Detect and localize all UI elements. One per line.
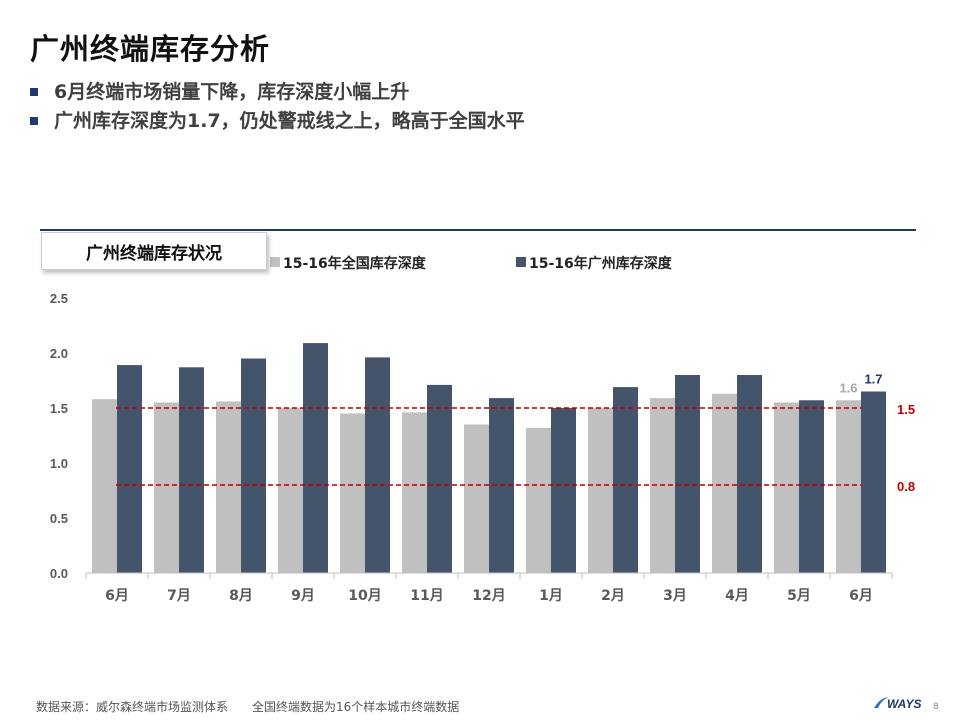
bullet-square-icon	[30, 88, 38, 96]
legend-swatch	[270, 257, 280, 267]
chart-title-box: 广州终端库存状况	[41, 232, 267, 270]
bar-guangzhou	[737, 375, 762, 573]
x-tick-label: 10月	[348, 588, 381, 604]
bar-national	[92, 399, 117, 573]
data-label: 1.6	[839, 380, 857, 395]
page-title: 广州终端库存分析	[30, 32, 271, 66]
x-tick-label: 11月	[410, 588, 443, 604]
bar-guangzhou	[861, 391, 886, 573]
x-tick-label: 6月	[849, 588, 873, 604]
x-tick-label: 8月	[229, 588, 253, 604]
bar-guangzhou	[241, 358, 266, 573]
data-label: 1.7	[864, 372, 882, 387]
y-tick-label: 0.0	[50, 566, 68, 581]
bar-guangzhou	[613, 387, 638, 573]
chart-top-rule	[40, 229, 916, 231]
bar-national	[774, 402, 799, 573]
logo-text: WAYS	[887, 697, 921, 711]
x-tick-label: 12月	[472, 588, 505, 604]
page-number: 8	[933, 702, 939, 712]
y-tick-label: 2.0	[50, 346, 68, 361]
bar-national	[464, 424, 489, 573]
x-tick-label: 6月	[105, 588, 129, 604]
y-tick-label: 2.5	[50, 291, 68, 306]
bar-national	[216, 401, 241, 573]
summary-bullets: 6月终端市场销量下降，库存深度小幅上升 广州库存深度为1.7，仍处警戒线之上，略…	[28, 78, 525, 136]
threshold-label: 0.8	[897, 479, 915, 494]
bar-guangzhou	[427, 384, 452, 573]
x-tick-label: 9月	[291, 588, 315, 604]
bar-guangzhou	[303, 343, 328, 573]
logo-swoosh-icon	[874, 697, 888, 708]
bar-national	[588, 408, 613, 573]
bar-guangzhou	[179, 367, 204, 573]
bullet-item: 广州库存深度为1.7，仍处警戒线之上，略高于全国水平	[28, 107, 525, 136]
legend-swatch	[516, 257, 526, 267]
bar-national	[526, 427, 551, 573]
bar-guangzhou	[675, 375, 700, 573]
bar-national	[278, 408, 303, 573]
bar-guangzhou	[799, 400, 824, 573]
bar-national	[712, 393, 737, 573]
x-tick-label: 5月	[787, 588, 811, 604]
footer-note: 全国终端数据为16个样本城市终端数据	[252, 700, 460, 714]
y-tick-label: 1.5	[50, 401, 68, 416]
x-tick-label: 3月	[663, 588, 687, 604]
bar-guangzhou	[117, 365, 142, 573]
bullet-text: 6月终端市场销量下降，库存深度小幅上升	[54, 81, 410, 103]
bar-national	[402, 412, 427, 573]
x-tick-label: 7月	[167, 588, 191, 604]
footer: 数据来源：威尔森终端市场监测体系 全国终端数据为16个样本城市终端数据	[36, 698, 459, 715]
x-tick-label: 4月	[725, 588, 749, 604]
chart-title: 广州终端库存状况	[86, 243, 222, 264]
x-tick-label: 2月	[601, 588, 625, 604]
bullet-text: 广州库存深度为1.7，仍处警戒线之上，略高于全国水平	[54, 110, 525, 132]
footer-source: 数据来源：威尔森终端市场监测体系	[36, 700, 229, 714]
y-tick-label: 1.0	[50, 456, 68, 471]
bar-national	[154, 402, 179, 573]
bar-national	[340, 413, 365, 573]
legend-label: 15-16年全国库存深度	[283, 255, 427, 272]
bullet-item: 6月终端市场销量下降，库存深度小幅上升	[28, 78, 525, 107]
x-tick-label: 1月	[539, 588, 563, 604]
threshold-label: 1.5	[897, 402, 915, 417]
bar-national	[836, 400, 861, 573]
y-tick-label: 0.5	[50, 511, 68, 526]
legend-label: 15-16年广州库存深度	[529, 255, 673, 272]
bar-guangzhou	[365, 357, 390, 573]
bullet-square-icon	[30, 117, 38, 125]
ways-logo: WAYS	[874, 697, 921, 711]
bar-guangzhou	[551, 408, 576, 573]
